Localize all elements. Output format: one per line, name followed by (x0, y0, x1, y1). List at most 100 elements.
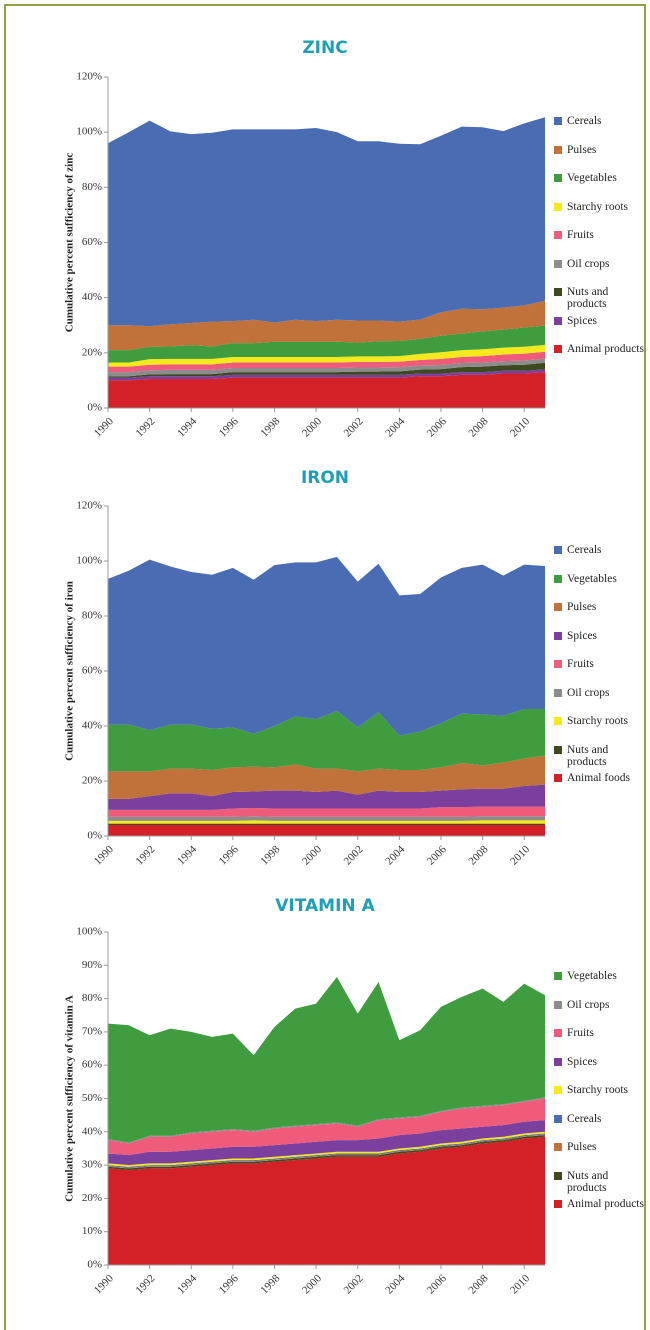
legend-swatch (554, 117, 562, 125)
legend-swatch (554, 972, 562, 980)
frame (4, 4, 646, 1330)
legend-item: Oil crops (554, 258, 647, 270)
legend-swatch (554, 774, 562, 782)
legend-label: Vegetables (567, 172, 617, 184)
legend-label: Pulses (567, 601, 597, 613)
area (108, 1098, 545, 1156)
legend-label: Cereals (567, 1112, 602, 1125)
x-tick-label: 2006 (425, 843, 449, 867)
legend-label: Spices (567, 629, 598, 642)
legend-swatch (554, 1143, 562, 1151)
legend-label: Pulses (567, 143, 597, 156)
legend-item: Spices (554, 315, 647, 327)
area (108, 976, 545, 1143)
legend-item: Fruits (554, 229, 647, 241)
x-tick-label: 1990 (92, 415, 116, 439)
x-tick-label: 1994 (175, 415, 199, 439)
x-tick-label: 2004 (383, 1272, 407, 1296)
y-tick-label: 70% (82, 1025, 102, 1037)
area (108, 325, 545, 363)
legend-label: Animal products (567, 1198, 644, 1210)
legend-item: Spices (554, 1056, 647, 1068)
area (108, 708, 545, 772)
legend-label: Animal products (567, 343, 644, 355)
legend-swatch (554, 660, 562, 668)
legend-label: Spices (567, 314, 598, 327)
y-tick-label: 0% (87, 830, 102, 842)
area (108, 362, 545, 378)
x-tick-label: 2002 (342, 1272, 366, 1296)
legend-swatch (554, 1057, 562, 1066)
area (108, 825, 545, 836)
area (108, 351, 545, 373)
legend-item: Starchy roots (554, 715, 647, 727)
y-tick-label: 100% (76, 926, 102, 938)
x-tick-label: 2006 (425, 415, 449, 439)
legend-item: Animal products (554, 343, 647, 355)
area (108, 556, 545, 736)
legend-item: Animal foods (554, 772, 647, 784)
legend-label: Oil crops (567, 686, 610, 699)
x-tick-label: 2010 (508, 415, 532, 439)
x-tick-label: 1996 (217, 415, 241, 439)
legend-swatch (554, 688, 562, 697)
x-tick-label: 2000 (300, 1272, 324, 1296)
area (108, 1120, 545, 1166)
chart-title: ZINC (302, 38, 347, 58)
legend-item: Spices (554, 630, 647, 642)
area (108, 344, 545, 367)
legend-swatch (554, 1114, 562, 1123)
legend-item: Vegetables (554, 970, 647, 982)
legend-swatch (554, 603, 562, 611)
y-tick-label: 100% (76, 555, 102, 567)
y-tick-label: 40% (82, 1125, 102, 1137)
y-tick-label: 20% (82, 346, 102, 358)
y-tick-label: 20% (82, 1192, 102, 1204)
legend-label: Vegetables (567, 572, 617, 585)
x-tick-label: 1998 (258, 1272, 282, 1296)
legend-item: Pulses (554, 601, 647, 613)
legend-item: Cereals (554, 544, 647, 556)
legend-swatch (554, 145, 562, 154)
legend-item: Pulses (554, 1141, 647, 1153)
legend-swatch (554, 345, 562, 353)
area (108, 816, 545, 821)
y-tick-label: 60% (82, 1059, 102, 1071)
x-tick-label: 2006 (425, 1272, 449, 1296)
legend-item: Animal products (554, 1198, 647, 1210)
legend-item: Fruits (554, 1027, 647, 1039)
x-tick-label: 2008 (466, 1272, 490, 1296)
chart-title: IRON (301, 468, 349, 488)
y-tick-label: 80% (82, 610, 102, 622)
legend-swatch (554, 717, 562, 725)
chart-title: VITAMIN A (275, 896, 375, 916)
legend-label: Nuts and products (567, 1169, 609, 1194)
x-tick-label: 2010 (508, 1272, 532, 1296)
y-tick-label: 120% (76, 71, 102, 83)
y-tick-label: 40% (82, 291, 102, 303)
y-axis-label: Cumulative percent sufficiency of vitami… (64, 995, 76, 1202)
legend-item: Vegetables (554, 172, 647, 184)
y-tick-label: 80% (82, 181, 102, 193)
legend-label: Fruits (567, 1027, 594, 1039)
legend-label: Fruits (567, 658, 594, 670)
x-tick-label: 1996 (217, 1272, 241, 1296)
area (108, 372, 545, 408)
legend-swatch (554, 1086, 562, 1094)
area (108, 300, 545, 351)
y-tick-label: 100% (76, 126, 102, 138)
legend-label: Fruits (567, 229, 594, 241)
y-tick-label: 0% (87, 1259, 102, 1271)
legend-swatch (554, 574, 562, 583)
legend-swatch (554, 202, 562, 211)
legend-label: Animal foods (567, 772, 630, 784)
legend-label: Starchy roots (567, 715, 629, 727)
legend-swatch (554, 546, 562, 554)
area (108, 755, 545, 799)
x-tick-label: 1994 (175, 843, 199, 867)
x-tick-label: 2008 (466, 415, 490, 439)
x-tick-label: 2004 (383, 843, 407, 867)
area (108, 784, 545, 810)
y-tick-label: 60% (82, 665, 102, 677)
legend-label: Vegetables (567, 970, 617, 982)
